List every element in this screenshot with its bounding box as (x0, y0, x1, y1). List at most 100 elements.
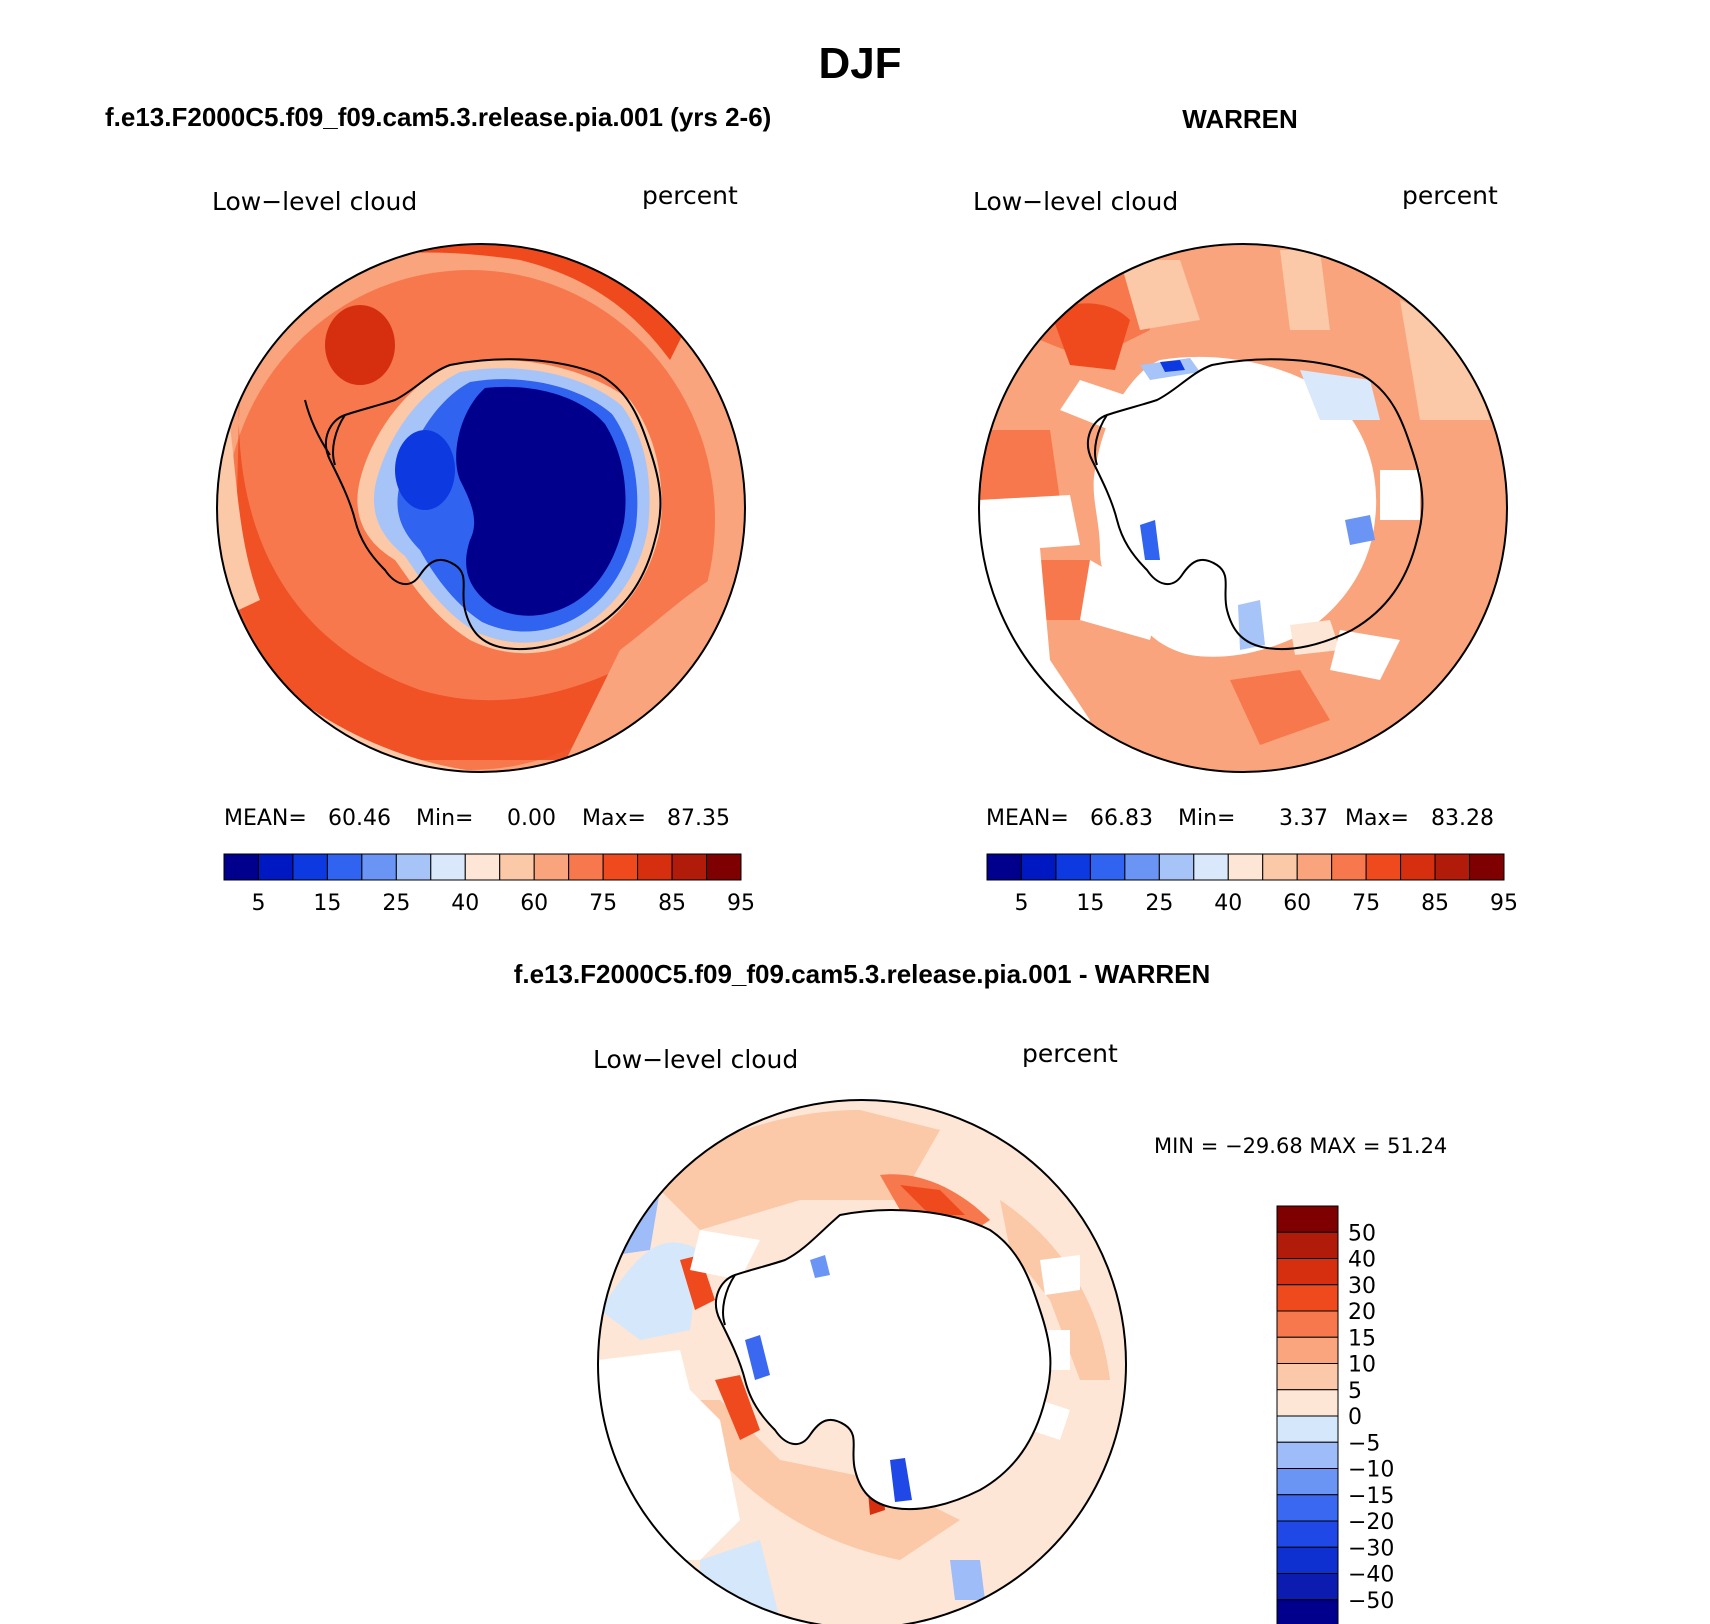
panel-b-colorbar-swatch (1469, 853, 1505, 881)
panel-c-colorbar-swatch (1276, 1520, 1339, 1548)
panel-b-colorbar: 5 15 25 40 60 75 85 95 (986, 853, 1518, 916)
panel-a-mean-value: 60.46 (328, 806, 391, 831)
panel-a-colorbar-swatch (637, 853, 673, 881)
panel-b-units-label: percent (1402, 181, 1498, 210)
panel-c-colorbar-tick-label: 10 (1348, 1353, 1376, 1378)
panel-c-colorbar-swatch (1276, 1258, 1339, 1286)
panel-a-colorbar-swatch (361, 853, 397, 881)
panel-c-minmax: MIN = −29.68 MAX = 51.24 (1154, 1134, 1447, 1158)
panel-c-colorbar-swatch (1276, 1494, 1339, 1522)
panel-b-colorbar-swatch (1331, 853, 1367, 881)
panel-a-colorbar-swatch (602, 853, 639, 881)
panel-c-colorbar-tick-label: 50 (1348, 1221, 1376, 1246)
panel-b-colorbar-swatch (1124, 853, 1160, 881)
panel-c-colorbar-tick-label: −5 (1348, 1431, 1380, 1456)
panel-a-colorbar-swatch (292, 853, 328, 881)
panel-b-colorbar-swatch (1296, 853, 1333, 881)
panel-b-colorbar-swatch (1020, 853, 1057, 881)
panel-a-colorbar-swatch (257, 853, 294, 881)
panel-b-colorbar-tick-label: 85 (1421, 891, 1449, 916)
panel-a-colorbar-tick-label: 40 (451, 891, 479, 916)
panel-a-colorbar-tick-label: 60 (520, 891, 548, 916)
panel-a-colorbar-swatch (706, 853, 742, 881)
panel-a-map (216, 243, 746, 773)
panel-c-colorbar-tick-label: 20 (1348, 1300, 1376, 1325)
panel-c-colorbar-swatch (1276, 1363, 1339, 1391)
panel-c-map (597, 1099, 1127, 1624)
panel-a-colorbar-swatch (430, 853, 466, 881)
panel-b-colorbar-swatch (1262, 853, 1298, 881)
panel-c-case-title: f.e13.F2000C5.f09_f09.cam5.3.release.pia… (514, 959, 1211, 989)
panel-a-case-title: f.e13.F2000C5.f09_f09.cam5.3.release.pia… (105, 102, 771, 132)
panel-b-variable-label: Low−level cloud (973, 187, 1178, 216)
panel-b-colorbar-swatch (1089, 853, 1126, 881)
panel-a-colorbar-tick-label: 15 (313, 891, 341, 916)
panel-c-colorbar-swatch (1276, 1310, 1339, 1338)
panel-b-map (978, 243, 1508, 773)
panel-b-colorbar-swatch (1365, 853, 1402, 881)
panel-c-colorbar-swatch (1276, 1205, 1339, 1233)
panel-c-colorbar-tick-label: −10 (1348, 1458, 1394, 1483)
panel-c-colorbar-tick-label: −50 (1348, 1589, 1394, 1614)
panel-b-colorbar-tick-label: 25 (1145, 891, 1173, 916)
panel-c-colorbar-tick-label: 5 (1348, 1379, 1362, 1404)
panel-c-colorbar-swatch (1276, 1546, 1339, 1574)
figure-title: DJF (818, 39, 901, 88)
panel-a-colorbar: 5 15 25 40 60 75 85 95 (223, 853, 755, 916)
panel-c-colorbar-swatch (1276, 1284, 1339, 1312)
panel-b-colorbar-tick-label: 75 (1352, 891, 1380, 916)
panel-a-colorbar-swatch (671, 853, 708, 881)
panel-a-colorbar-swatch (533, 853, 570, 881)
panel-c-colorbar-tick-label: −40 (1348, 1563, 1394, 1588)
panel-a-mean-label: MEAN= (224, 806, 307, 831)
panel-a-units-label: percent (642, 181, 738, 210)
panel-c-variable-label: Low−level cloud (593, 1045, 798, 1074)
panel-b-colorbar-swatch (1227, 853, 1264, 881)
panel-c-colorbar-swatch (1276, 1599, 1339, 1624)
panel-a-min-value: 0.00 (507, 806, 556, 831)
panel-c-colorbar-swatch (1276, 1231, 1339, 1259)
panel-a-colorbar-swatch (223, 853, 259, 881)
panel-b-min-label: Min= (1178, 806, 1235, 831)
panel-c-colorbar-swatch (1276, 1336, 1339, 1364)
panel-c-colorbar-swatch (1276, 1389, 1339, 1417)
panel-a-colorbar-swatch (568, 853, 604, 881)
panel-b-colorbar-swatch (986, 853, 1022, 881)
panel-c-colorbar-tick-label: −30 (1348, 1536, 1394, 1561)
panel-b-colorbar-swatch (1434, 853, 1471, 881)
panel-b-case-title: WARREN (1182, 104, 1298, 134)
panel-b-mean-label: MEAN= (986, 806, 1069, 831)
panel-b-max-label: Max= (1345, 806, 1409, 831)
panel-b-colorbar-tick-label: 5 (1014, 891, 1028, 916)
panel-a-colorbar-swatch (499, 853, 535, 881)
panel-a-max-label: Max= (582, 806, 646, 831)
panel-c-colorbar-tick-label: 30 (1348, 1274, 1376, 1299)
panel-a-colorbar-tick-label: 5 (251, 891, 265, 916)
panel-a-colorbar-tick-label: 25 (382, 891, 410, 916)
panel-a-stats: MEAN= 60.46 Min= 0.00 Max= 87.35 (224, 806, 730, 831)
panel-a-variable-label: Low−level cloud (212, 187, 417, 216)
panel-a-colorbar-swatch (464, 853, 501, 881)
panel-b-colorbar-swatch (1400, 853, 1436, 881)
panel-c-colorbar-swatch (1276, 1573, 1339, 1601)
panel-a-colorbar-tick-label: 95 (727, 891, 755, 916)
panel-b-colorbar-swatch (1193, 853, 1229, 881)
panel-a-colorbar-tick-label: 85 (658, 891, 686, 916)
panel-c-colorbar-tick-label: 40 (1348, 1248, 1376, 1273)
panel-b-colorbar-swatch (1055, 853, 1091, 881)
panel-a-colorbar-swatch (395, 853, 432, 881)
panel-b-stats: MEAN= 66.83 Min= 3.37 Max= 83.28 (986, 806, 1494, 831)
panel-c-colorbar-tick-label: −15 (1348, 1484, 1394, 1509)
panel-b-mean-value: 66.83 (1090, 806, 1153, 831)
panel-b-colorbar-tick-label: 15 (1076, 891, 1104, 916)
panel-c-units-label: percent (1022, 1039, 1118, 1068)
panel-c-colorbar-swatch (1276, 1441, 1339, 1469)
panel-b-colorbar-tick-label: 40 (1214, 891, 1242, 916)
panel-a-colorbar-swatch (326, 853, 363, 881)
panel-a-max-value: 87.35 (667, 806, 730, 831)
panel-b-max-value: 83.28 (1431, 806, 1494, 831)
panel-c-colorbar-tick-label: 15 (1348, 1326, 1376, 1351)
panel-c-colorbar-tick-label: 0 (1348, 1405, 1362, 1430)
panel-b-min-value: 3.37 (1279, 806, 1328, 831)
